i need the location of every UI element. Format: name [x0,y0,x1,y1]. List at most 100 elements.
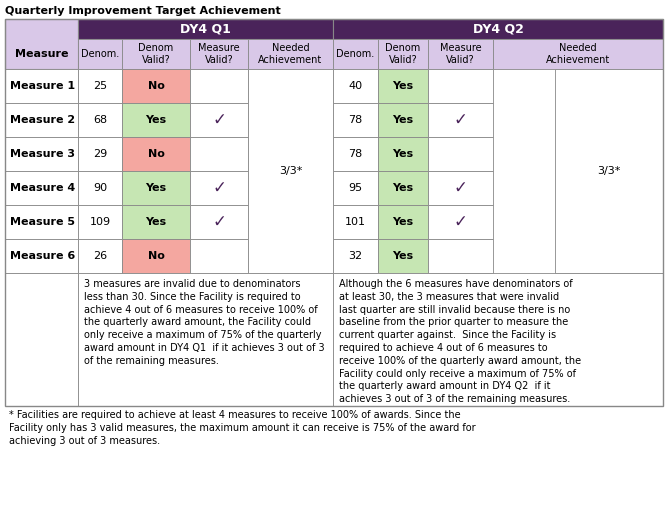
Text: Denom
Valid?: Denom Valid? [385,43,421,65]
Text: Measure 4: Measure 4 [10,183,75,193]
Text: DY4 Q1: DY4 Q1 [180,22,231,35]
Bar [5,19,663,406]
Text: 78: 78 [349,115,363,125]
Bar [190,39,248,69]
Bar [78,19,333,39]
Bar [5,19,78,69]
Bar [78,171,122,205]
Bar [428,69,493,103]
Text: 3 measures are invalid due to denominators
less than 30. Since the Facility is r: 3 measures are invalid due to denominato… [84,279,325,366]
Bar [190,171,248,205]
Bar [5,171,78,205]
Text: Measure 3: Measure 3 [10,149,75,159]
Text: DY4 Q2: DY4 Q2 [472,22,524,35]
Text: Yes: Yes [392,217,413,227]
Bar [428,239,493,273]
Text: Measure 5: Measure 5 [10,217,75,227]
Text: Quarterly Improvement Target Achievement: Quarterly Improvement Target Achievement [5,6,281,16]
Bar [378,39,428,69]
Text: Yes: Yes [146,115,166,125]
Bar [428,205,493,239]
Text: Yes: Yes [146,183,166,193]
Bar [428,171,493,205]
Bar [333,171,378,205]
Bar [78,103,122,137]
Bar [248,39,333,69]
Text: Measure 1: Measure 1 [10,81,75,91]
Bar [5,406,663,510]
Bar [428,103,493,137]
Text: 40: 40 [349,81,363,91]
Bar [122,103,190,137]
Bar [5,205,78,239]
Bar [493,39,663,69]
Text: 101: 101 [345,217,366,227]
Text: Measure: Measure [15,49,68,59]
Bar [333,69,378,103]
Text: Yes: Yes [392,115,413,125]
Bar [333,137,378,171]
Text: Denom
Valid?: Denom Valid? [138,43,174,65]
Text: Although the 6 measures have denominators of
at least 30, the 3 measures that we: Although the 6 measures have denominator… [339,279,581,404]
Text: Yes: Yes [392,81,413,91]
Bar [333,239,378,273]
Bar [378,239,428,273]
Bar [333,273,663,406]
Text: ✓: ✓ [212,179,226,197]
Bar [122,39,190,69]
Text: Denom.: Denom. [81,49,119,59]
Text: 26: 26 [93,251,107,261]
Text: 90: 90 [93,183,107,193]
Bar [333,205,378,239]
Bar [190,69,248,103]
Text: 32: 32 [349,251,363,261]
Text: Denom.: Denom. [337,49,375,59]
Bar [5,239,78,273]
Text: 25: 25 [93,81,107,91]
Text: Yes: Yes [392,251,413,261]
Text: 29: 29 [93,149,107,159]
Bar [122,69,190,103]
Text: ✓: ✓ [212,213,226,231]
Text: 95: 95 [349,183,363,193]
Bar [190,103,248,137]
Text: Measure
Valid?: Measure Valid? [440,43,482,65]
Bar [190,137,248,171]
Bar [378,69,428,103]
Text: * Facilities are required to achieve at least 4 measures to receive 100% of awar: * Facilities are required to achieve at … [9,410,476,446]
Text: No: No [148,81,164,91]
Bar [78,273,333,406]
Bar [122,171,190,205]
Text: ✓: ✓ [454,179,468,197]
Bar [5,103,78,137]
Text: Yes: Yes [392,149,413,159]
Bar [378,103,428,137]
Bar [555,69,663,273]
Bar [122,137,190,171]
Bar [78,39,122,69]
Text: 109: 109 [90,217,111,227]
Bar [78,69,122,103]
Text: ✓: ✓ [454,213,468,231]
Bar [5,69,78,103]
Text: 68: 68 [93,115,107,125]
Bar [333,103,378,137]
Bar [428,137,493,171]
Bar [5,273,78,406]
Bar [5,137,78,171]
Text: Measure
Valid?: Measure Valid? [198,43,240,65]
Bar [333,39,378,69]
Bar [122,239,190,273]
Text: Yes: Yes [146,217,166,227]
Text: Needed
Achievement: Needed Achievement [546,43,610,65]
Text: Needed
Achievement: Needed Achievement [259,43,323,65]
Text: Measure 2: Measure 2 [10,115,75,125]
Text: No: No [148,149,164,159]
Bar [78,239,122,273]
Text: Measure 6: Measure 6 [10,251,75,261]
Bar [78,205,122,239]
Text: ✓: ✓ [212,111,226,129]
Bar [122,205,190,239]
Bar [378,205,428,239]
Text: 3/3*: 3/3* [279,166,302,176]
